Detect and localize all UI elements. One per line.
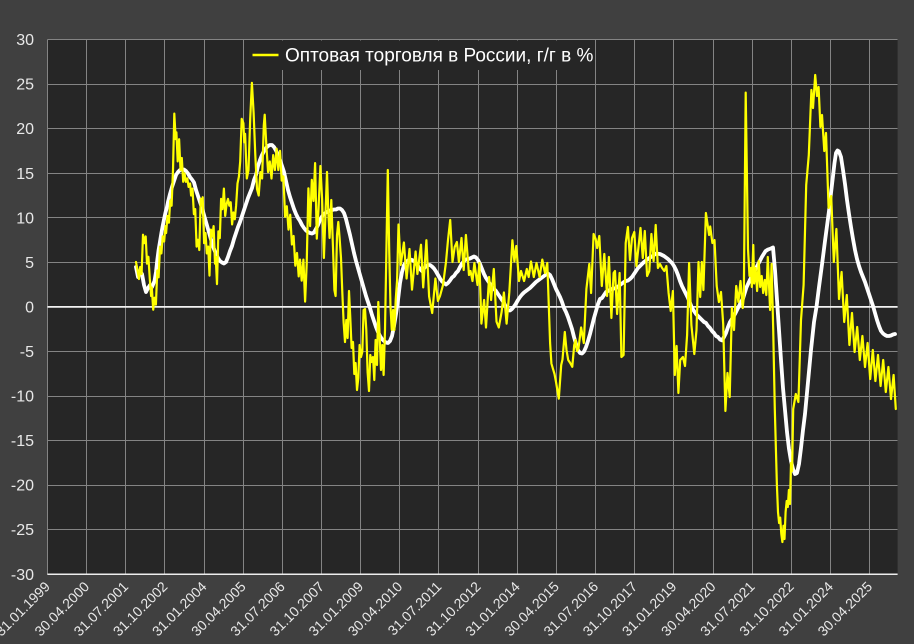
svg-text:25: 25 (16, 77, 34, 94)
svg-text:5: 5 (25, 255, 34, 272)
svg-text:-10: -10 (11, 389, 34, 406)
svg-text:20: 20 (16, 121, 34, 138)
svg-text:-30: -30 (11, 567, 34, 584)
svg-text:-25: -25 (11, 522, 34, 539)
svg-text:Оптовая торговля в России, г/г: Оптовая торговля в России, г/г в % (285, 46, 594, 67)
svg-text:15: 15 (16, 166, 34, 183)
svg-text:-20: -20 (11, 478, 34, 495)
svg-text:0: 0 (25, 299, 34, 316)
svg-text:10: 10 (16, 210, 34, 227)
svg-text:-5: -5 (20, 344, 34, 361)
svg-text:-15: -15 (11, 433, 34, 450)
svg-text:30: 30 (16, 32, 34, 49)
